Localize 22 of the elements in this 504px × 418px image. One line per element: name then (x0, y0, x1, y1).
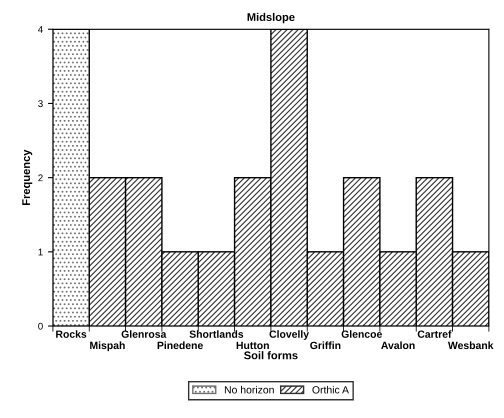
y-tick-label: 1 (38, 248, 43, 256)
x-tick-label: Hutton (236, 342, 269, 350)
x-tick-label: Glencoe (342, 330, 382, 338)
x-tick-label: Cartref (418, 330, 452, 338)
x-axis-title: Soil forms (244, 351, 298, 360)
legend-label: Orthic A (312, 386, 349, 394)
chart-title: Midslope (248, 12, 295, 24)
x-tick-label: Rocks (56, 330, 86, 338)
x-tick-label: Pinedene (158, 341, 203, 350)
y-tick-label: 3 (38, 100, 43, 108)
x-tick-label: Griffin (310, 341, 340, 350)
x-tick-label: Clovelly (270, 330, 309, 340)
x-tick-label: Wesbank (448, 341, 494, 350)
x-tick-label: Glenrosa (122, 330, 166, 338)
x-tick-label: Shortlands (190, 330, 244, 338)
y-axis-title: Frequency (22, 150, 32, 205)
x-tick-label: Mispah (90, 341, 125, 352)
legend-label: No horizon (224, 386, 274, 394)
y-tick-label: 2 (38, 174, 43, 182)
x-tick-label: Avalon (381, 341, 415, 350)
y-tick-label: 0 (38, 322, 43, 330)
y-tick-label: 4 (38, 26, 43, 33)
